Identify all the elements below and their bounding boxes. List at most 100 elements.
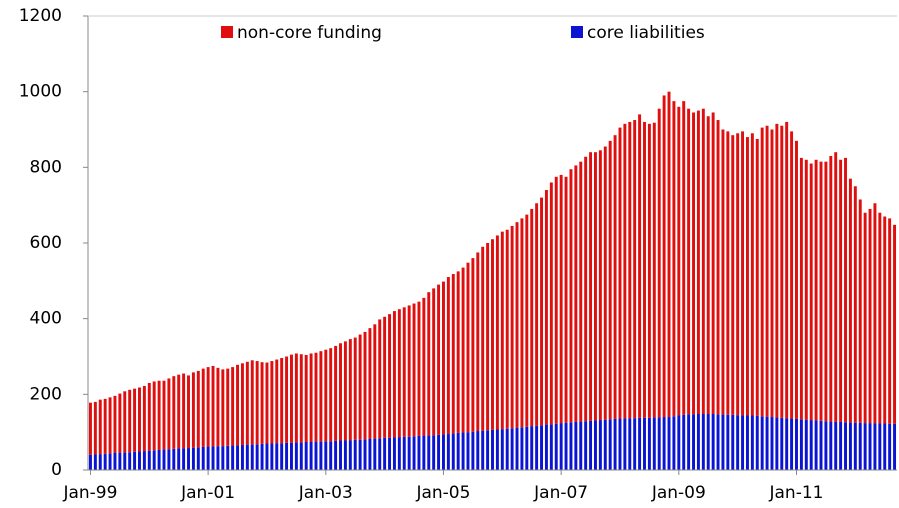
bar-segment	[829, 155, 833, 422]
bar-segment	[628, 121, 632, 419]
y-tick-label: 800	[30, 157, 62, 177]
bar-segment	[687, 414, 691, 470]
bar-segment	[520, 427, 524, 470]
bar-segment	[515, 427, 519, 470]
bar-segment	[721, 414, 725, 470]
bar-segment	[162, 380, 166, 450]
bar-segment	[834, 421, 838, 470]
bar-segment	[652, 122, 656, 418]
bar-segment	[368, 328, 372, 439]
bar-segment	[108, 453, 112, 470]
bar-segment	[790, 418, 794, 470]
x-tick-label: Jan-99	[62, 483, 117, 503]
bar-segment	[206, 367, 210, 447]
bar-segment	[848, 422, 852, 470]
bar-segment	[407, 305, 411, 437]
bar-segment	[432, 288, 436, 436]
bar-segment	[138, 387, 141, 452]
bar-segment	[554, 176, 558, 424]
bar-segment	[392, 437, 396, 470]
bar-segment	[878, 212, 882, 424]
bar-segment	[873, 203, 877, 424]
bar-segment	[397, 309, 401, 438]
bar-segment	[388, 437, 392, 470]
bar-segment	[353, 439, 357, 470]
bar-segment	[628, 418, 632, 470]
y-tick-label: 1000	[19, 82, 62, 102]
bar-segment	[343, 341, 347, 441]
bar-segment	[167, 449, 171, 470]
bar-segment	[878, 423, 882, 470]
bar-segment	[402, 436, 406, 470]
bar-segment	[299, 354, 303, 443]
bar-segment	[138, 451, 141, 470]
bar-segment	[363, 439, 367, 470]
bar-segment	[795, 140, 798, 419]
bar-segment	[358, 439, 362, 470]
bar-segment	[711, 112, 715, 415]
bar-segment	[128, 452, 132, 470]
bar-segment	[500, 429, 504, 470]
bar-segment	[785, 418, 789, 470]
bar-segment	[88, 402, 92, 455]
bar-segment	[584, 421, 588, 470]
bar-segment	[304, 354, 308, 443]
bar-segment	[456, 271, 460, 433]
bar-segment	[647, 417, 651, 470]
bar-segment	[280, 443, 284, 470]
x-tick-label: Jan-07	[533, 483, 588, 503]
bar-segment	[814, 420, 818, 470]
bar-segment	[368, 438, 372, 470]
bar-segment	[427, 292, 431, 436]
bar-segment	[172, 376, 176, 449]
bar-segment	[147, 382, 151, 451]
bar-segment	[785, 121, 789, 419]
bar-segment	[441, 434, 445, 470]
bar-segment	[118, 452, 122, 470]
bar-segment	[696, 110, 700, 415]
bar-segment	[128, 389, 132, 453]
bar-segment	[397, 437, 401, 470]
bar-segment	[348, 339, 352, 441]
bar-segment	[343, 440, 347, 470]
bar-segment	[593, 152, 597, 421]
bar-segment	[589, 152, 593, 421]
bar-segment	[339, 440, 342, 470]
bar-segment	[868, 208, 872, 424]
bar-segment	[692, 112, 695, 415]
bar-segment	[383, 316, 387, 438]
bar-segment	[451, 274, 455, 434]
bar-segment	[858, 422, 862, 470]
x-tick-label: Jan-11	[768, 483, 823, 503]
bar-segment	[285, 442, 289, 470]
bar-segment	[93, 454, 97, 470]
bar-segment	[736, 415, 740, 470]
bar-segment	[348, 440, 352, 470]
bar-segment	[770, 417, 774, 470]
bar-segment	[446, 277, 450, 435]
bar-segment	[888, 423, 892, 470]
bar-segment	[834, 152, 838, 422]
bar-segment	[250, 444, 254, 470]
bar-segment	[324, 349, 328, 442]
bar-segment	[726, 131, 730, 415]
bar-segment	[520, 218, 524, 428]
bar-segment	[598, 420, 602, 470]
bar-segment	[745, 137, 749, 416]
bar-segment	[893, 224, 897, 424]
bar-segment	[603, 146, 607, 420]
bar-segment	[667, 417, 671, 470]
bar-segment	[765, 125, 769, 417]
bar-segment	[157, 380, 161, 450]
bar-segment	[461, 267, 465, 433]
bar-segment	[98, 454, 102, 470]
bar-segment	[211, 365, 215, 447]
bar-segment	[829, 421, 833, 470]
bar-segment	[505, 428, 509, 470]
bar-segment	[647, 123, 651, 418]
bar-segment	[265, 362, 269, 444]
bar-segment	[540, 197, 544, 426]
bar-segment	[407, 436, 411, 470]
bar-segment	[172, 448, 176, 470]
bar-segment	[696, 414, 700, 470]
